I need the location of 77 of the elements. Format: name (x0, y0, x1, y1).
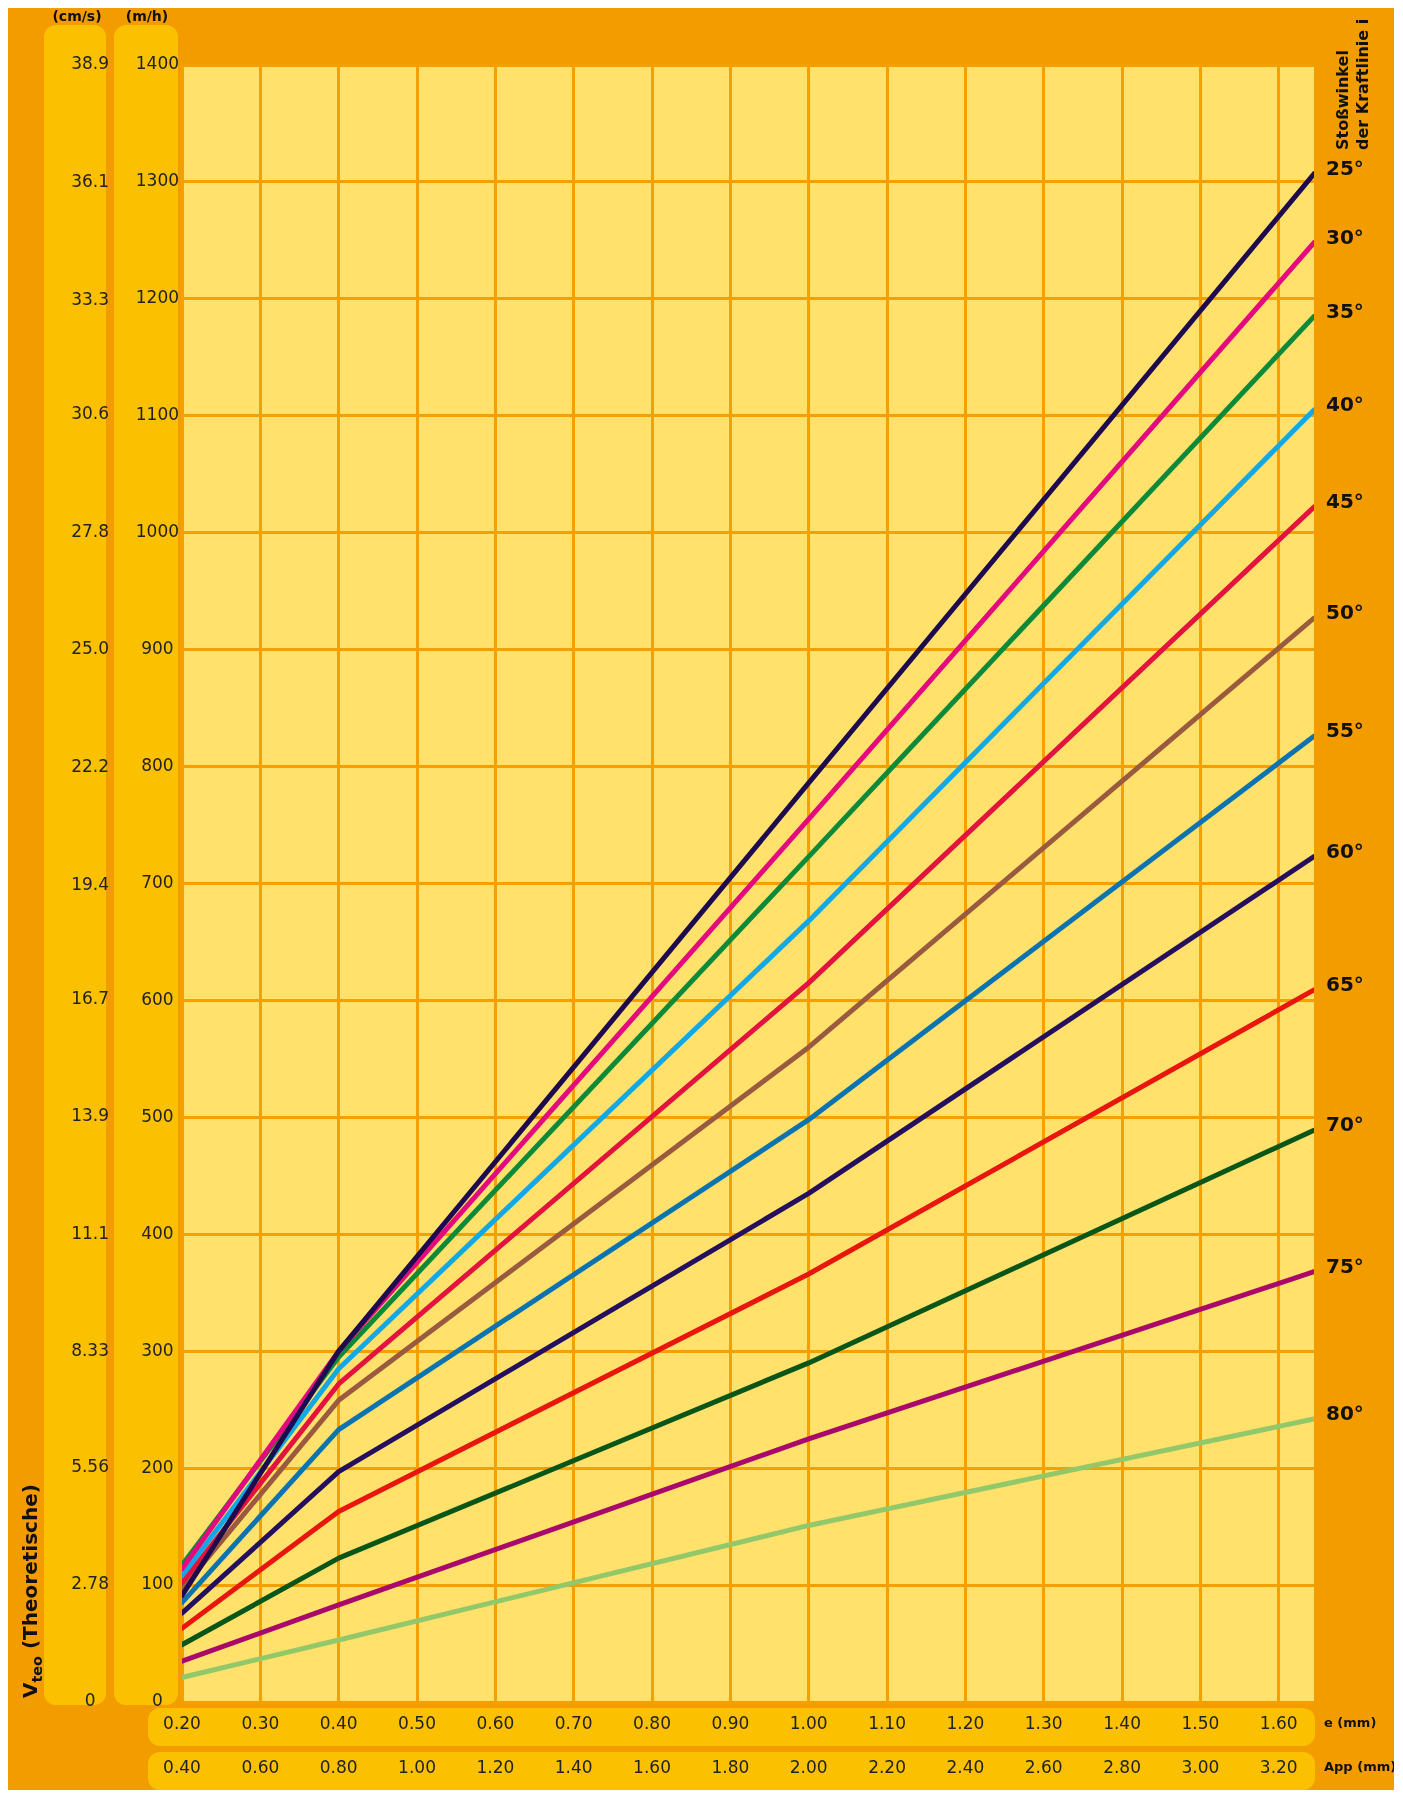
x-tick-label: 1.30 (1024, 1712, 1063, 1733)
y2-tick-label: 30.6 (71, 402, 109, 423)
x2-tick-label: 1.80 (711, 1756, 750, 1777)
x-tick-label: 0.30 (241, 1712, 280, 1733)
series-label: 60° (1326, 838, 1364, 863)
x2-tick-label: 3.00 (1181, 1756, 1220, 1777)
series-label: 40° (1326, 392, 1364, 417)
text: Vteo (Theoretische) (18, 1484, 45, 1698)
y2-tick-label: 0 (84, 1690, 96, 1711)
y-tick-label: 1000 (135, 521, 179, 542)
x-tick-label: 1.10 (868, 1712, 906, 1733)
x-tick-label: 0.90 (711, 1712, 750, 1733)
y-tick-label: 800 (141, 754, 174, 775)
series-label: 75° (1326, 1253, 1364, 1278)
y2-tick-label: 33.3 (71, 289, 109, 310)
series-label: 80° (1326, 1401, 1364, 1426)
x2-tick-label: 0.40 (163, 1756, 201, 1777)
y-tick-label: 700 (141, 871, 174, 892)
y2-tick-label: 11.1 (71, 1223, 109, 1244)
y-tick-label: 1400 (135, 53, 179, 74)
x2-tick-label: 1.40 (554, 1756, 593, 1777)
y-tick-label: 600 (141, 988, 174, 1009)
x-tick-label: 1.50 (1181, 1712, 1220, 1733)
y2-tick-label: 5.56 (71, 1456, 109, 1477)
x2-tick-label: 1.20 (476, 1756, 515, 1777)
y2-tick-label: 16.7 (71, 987, 109, 1008)
x2-tick-label: 2.40 (946, 1756, 985, 1777)
x2-tick-label: 0.60 (241, 1756, 280, 1777)
series-label: 65° (1326, 972, 1364, 997)
series-label: 55° (1326, 718, 1364, 743)
y-tick-label: 300 (141, 1339, 174, 1360)
y2-tick-label: 13.9 (71, 1105, 109, 1126)
x-tick-label: 0.80 (633, 1712, 671, 1733)
y2-tick-label: 8.33 (71, 1339, 109, 1360)
x2-tick-label: 3.20 (1259, 1756, 1298, 1777)
x2-tick-label: 1.60 (633, 1756, 671, 1777)
series-label: 45° (1326, 489, 1364, 514)
y-tick-label: 1200 (135, 287, 179, 308)
y-tick-label: 200 (141, 1456, 174, 1477)
y2-tick-label: 19.4 (71, 874, 109, 895)
x-tick-label: 0.50 (398, 1712, 436, 1733)
x-tick-label: 0.70 (554, 1712, 593, 1733)
series-label: 35° (1326, 298, 1364, 323)
y2-tick-label: 2.78 (71, 1573, 109, 1594)
y-tick-label: 400 (141, 1222, 174, 1243)
y-tick-label: 1100 (135, 404, 179, 425)
series-label: 70° (1326, 1112, 1364, 1137)
y2-tick-label: 25.0 (71, 638, 109, 659)
y2-axis-title: (cm/s) (52, 7, 102, 24)
x2-tick-label: 1.00 (398, 1756, 436, 1777)
y-tick-label: 1300 (135, 170, 179, 191)
series-label: 25° (1326, 155, 1364, 180)
x-tick-label: 1.20 (946, 1712, 985, 1733)
y-tick-label: 500 (141, 1105, 174, 1126)
x2-tick-label: 2.80 (1103, 1756, 1141, 1777)
y2-tick-label: 22.2 (71, 756, 109, 777)
x2-tick-label: 2.60 (1024, 1756, 1063, 1777)
y-tick-label: 100 (141, 1573, 174, 1594)
y-tick-label: 0 (151, 1690, 163, 1711)
series-label: 50° (1326, 600, 1364, 625)
y-axis-title: (m/h) (125, 7, 169, 24)
x-tick-label: 1.40 (1103, 1712, 1141, 1733)
x2-tick-label: 2.00 (789, 1756, 828, 1777)
x-tick-label: 1.00 (789, 1712, 828, 1733)
x-tick-label: 0.20 (163, 1712, 201, 1733)
x-tick-label: 1.60 (1259, 1712, 1298, 1733)
x2-tick-label: 2.20 (868, 1756, 906, 1777)
x-tick-label: 0.60 (476, 1712, 515, 1733)
x-axis-title: e (mm) (1324, 1715, 1377, 1731)
series-label: 30° (1326, 224, 1364, 249)
x2-tick-label: 0.80 (319, 1756, 358, 1777)
x-tick-label: 0.40 (319, 1712, 358, 1733)
y2-tick-label: 38.9 (71, 53, 109, 74)
y2-tick-label: 36.1 (71, 171, 109, 192)
legend-title: Stoßwinkel der Kraftlinie i (1333, 18, 1373, 150)
y2-tick-label: 27.8 (71, 520, 109, 541)
y-tick-label: 900 (141, 638, 174, 659)
